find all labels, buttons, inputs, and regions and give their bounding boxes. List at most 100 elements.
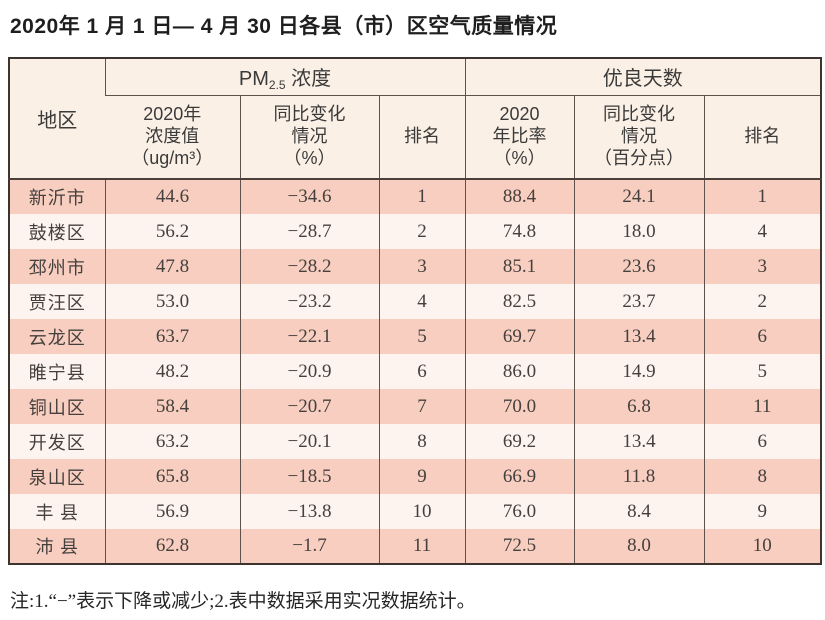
days-rate-cell: 85.1 — [464, 249, 575, 284]
pm25-label-suffix: 浓度 — [285, 67, 332, 90]
days-rank-cell: 6 — [703, 319, 822, 354]
days-change-cell: 8.0 — [573, 529, 705, 564]
table-row: 丰 县 56.9 −13.8 10 76.0 8.4 9 — [9, 494, 822, 529]
footnote: 注:1.“−”表示下降或减少;2.表中数据采用实况数据统计。 — [10, 591, 476, 612]
region-cell: 邳州市 — [9, 249, 105, 284]
days-change-cell: 13.4 — [573, 319, 705, 354]
col-group-good-days: 优良天数 — [464, 58, 822, 96]
pm-change-cell: −13.8 — [239, 494, 379, 529]
pm-rank-cell: 9 — [378, 459, 466, 494]
days-change-cell: 13.4 — [573, 424, 705, 459]
days-rank-cell: 1 — [703, 179, 822, 214]
days-rank-cell: 9 — [703, 494, 822, 529]
days-rank-cell: 3 — [703, 249, 822, 284]
days-rate-cell: 86.0 — [464, 354, 575, 389]
region-cell: 开发区 — [9, 424, 105, 459]
region-cell: 新沂市 — [9, 179, 105, 214]
table-row: 贾汪区 53.0 −23.2 4 82.5 23.7 2 — [9, 284, 822, 319]
region-cell: 丰 县 — [9, 494, 105, 529]
pm-rank-cell: 5 — [378, 319, 466, 354]
header-group-row: 地区 PM2.5 浓度 优良天数 — [9, 58, 822, 179]
days-change-cell: 6.8 — [573, 389, 705, 424]
pm-value-cell: 58.4 — [104, 389, 240, 424]
days-rank-cell: 10 — [703, 529, 822, 564]
pm-value-cell: 48.2 — [104, 354, 240, 389]
days-change-cell: 18.0 — [573, 214, 705, 249]
pm-change-cell: −22.1 — [239, 319, 379, 354]
days-rate-cell: 74.8 — [464, 214, 575, 249]
table-row: 新沂市 44.6 −34.6 1 88.4 24.1 1 — [9, 179, 822, 214]
pm-value-cell: 44.6 — [104, 179, 240, 214]
region-cell: 云龙区 — [9, 319, 105, 354]
days-rate-cell: 82.5 — [464, 284, 575, 319]
days-rate-cell: 70.0 — [464, 389, 575, 424]
col-header-days-rank: 排名 — [703, 95, 822, 179]
days-rank-cell: 5 — [703, 354, 822, 389]
header-sub-row: 2020年 浓度值 （ug/m³） 同比变化 情况 （%） 排名 2020 年比… — [9, 95, 822, 179]
region-cell: 贾汪区 — [9, 284, 105, 319]
pm25-label: PM — [238, 67, 269, 90]
col-header-days-change: 同比变化 情况 （百分点） — [573, 95, 705, 179]
region-cell: 泉山区 — [9, 459, 105, 494]
pm-change-cell: −1.7 — [239, 529, 379, 564]
col-header-days-rate: 2020 年比率 （%） — [464, 95, 575, 179]
table-body: 新沂市 44.6 −34.6 1 88.4 24.1 1 鼓楼区 56.2 −2… — [9, 179, 822, 564]
days-change-cell: 23.6 — [573, 249, 705, 284]
table-row: 泉山区 65.8 −18.5 9 66.9 11.8 8 — [9, 459, 822, 494]
days-change-cell: 23.7 — [573, 284, 705, 319]
pm-value-cell: 56.9 — [104, 494, 240, 529]
air-quality-table: 地区 PM2.5 浓度 优良天数 2020年 浓度值 （ug/m³） 同比变化 … — [8, 57, 823, 565]
days-rate-cell: 76.0 — [464, 494, 575, 529]
col-header-region: 地区 — [9, 58, 105, 179]
pm-rank-cell: 2 — [378, 214, 466, 249]
col-group-pm25: PM2.5 浓度 — [104, 58, 466, 96]
pm-change-cell: −23.2 — [239, 284, 379, 319]
pm-rank-cell: 8 — [378, 424, 466, 459]
region-cell: 睢宁县 — [9, 354, 105, 389]
region-cell: 鼓楼区 — [9, 214, 105, 249]
pm-change-cell: −20.1 — [239, 424, 379, 459]
col-header-pm-change: 同比变化 情况 （%） — [239, 95, 379, 179]
pm-change-cell: −20.7 — [239, 389, 379, 424]
region-cell: 沛 县 — [9, 529, 105, 564]
table-row: 云龙区 63.7 −22.1 5 69.7 13.4 6 — [9, 319, 822, 354]
col-header-pm-rank: 排名 — [378, 95, 466, 179]
pm-value-cell: 47.8 — [104, 249, 240, 284]
table-row: 睢宁县 48.2 −20.9 6 86.0 14.9 5 — [9, 354, 822, 389]
days-change-cell: 14.9 — [573, 354, 705, 389]
region-cell: 铜山区 — [9, 389, 105, 424]
days-rank-cell: 2 — [703, 284, 822, 319]
pm-value-cell: 63.2 — [104, 424, 240, 459]
days-rank-cell: 6 — [703, 424, 822, 459]
pm-value-cell: 63.7 — [104, 319, 240, 354]
days-change-cell: 8.4 — [573, 494, 705, 529]
pm-rank-cell: 11 — [378, 529, 466, 564]
pm-value-cell: 65.8 — [104, 459, 240, 494]
days-rate-cell: 66.9 — [464, 459, 575, 494]
table-row: 沛 县 62.8 −1.7 11 72.5 8.0 10 — [9, 529, 822, 564]
days-rate-cell: 69.2 — [464, 424, 575, 459]
pm-value-cell: 62.8 — [104, 529, 240, 564]
pm-rank-cell: 6 — [378, 354, 466, 389]
pm-rank-cell: 1 — [378, 179, 466, 214]
days-rate-cell: 69.7 — [464, 319, 575, 354]
pm25-subscript: 2.5 — [268, 77, 286, 92]
days-change-cell: 24.1 — [573, 179, 705, 214]
days-rate-cell: 88.4 — [464, 179, 575, 214]
pm-rank-cell: 3 — [378, 249, 466, 284]
pm-change-cell: −28.7 — [239, 214, 379, 249]
page-title: 2020年 1 月 1 日— 4 月 30 日各县（市）区空气质量情况 — [10, 15, 558, 38]
days-rate-cell: 72.5 — [464, 529, 575, 564]
table-header: 地区 PM2.5 浓度 优良天数 2020年 浓度值 （ug/m³） 同比变化 … — [9, 58, 822, 179]
pm-change-cell: −20.9 — [239, 354, 379, 389]
table-row: 开发区 63.2 −20.1 8 69.2 13.4 6 — [9, 424, 822, 459]
days-rank-cell: 11 — [703, 389, 822, 424]
table-row: 铜山区 58.4 −20.7 7 70.0 6.8 11 — [9, 389, 822, 424]
pm-change-cell: −18.5 — [239, 459, 379, 494]
pm-rank-cell: 4 — [378, 284, 466, 319]
pm-change-cell: −34.6 — [239, 179, 379, 214]
pm-rank-cell: 10 — [378, 494, 466, 529]
days-rank-cell: 8 — [703, 459, 822, 494]
table-row: 邳州市 47.8 −28.2 3 85.1 23.6 3 — [9, 249, 822, 284]
